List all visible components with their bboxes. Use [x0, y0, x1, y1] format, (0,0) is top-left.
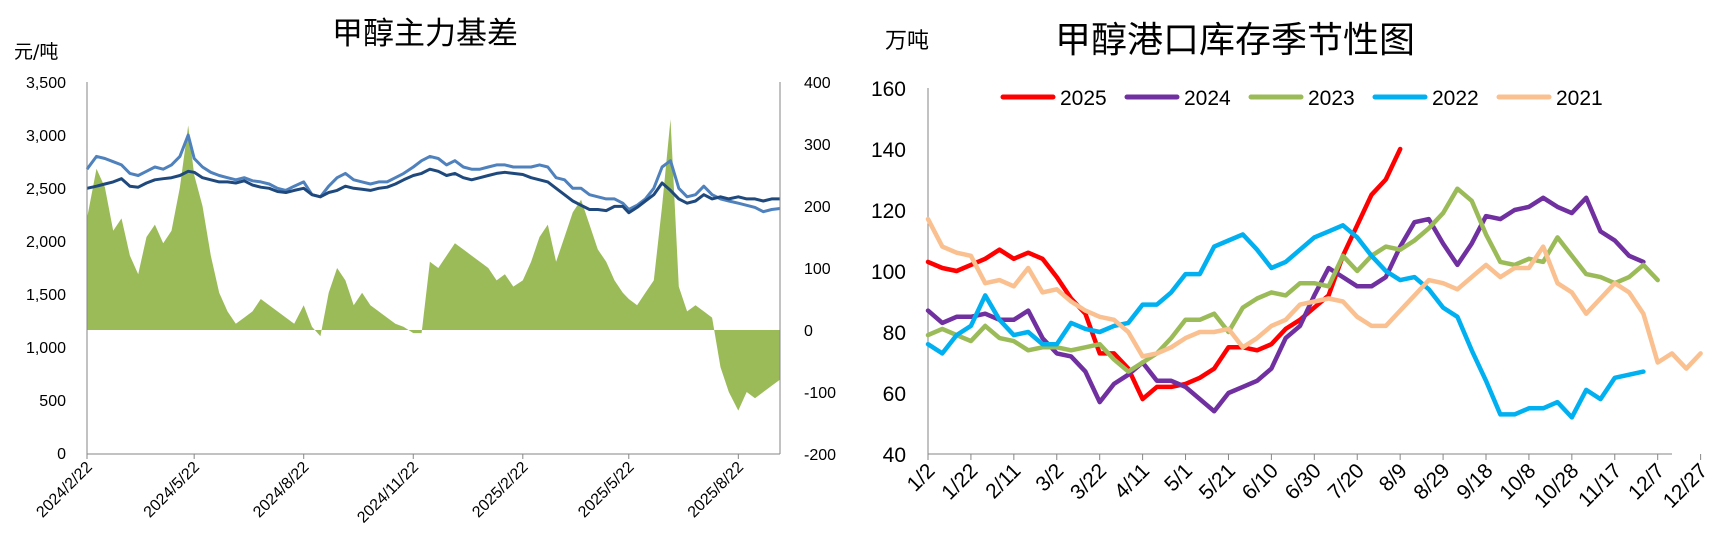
inventory-x-tick: 8/29 — [1409, 459, 1454, 504]
inventory-line-2021 — [925, 216, 1703, 371]
inventory-x-tick: 2/11 — [981, 459, 1025, 503]
basis-area — [87, 119, 780, 411]
basis-x-tick: 2024/11/22 — [354, 459, 422, 527]
basis-y-tick: 1,000 — [26, 340, 66, 357]
inventory-chart-title: 甲醇港口库存季节性图 — [1055, 20, 1415, 61]
basis-x-tick: 2024/2/22 — [33, 459, 95, 521]
basis-x-tick: 2025/5/22 — [575, 459, 637, 521]
inventory-x-tick: 12/27 — [1659, 459, 1711, 512]
inventory-x-tick: 3/2 — [1031, 459, 1068, 496]
basis-y2-tick: 300 — [804, 137, 831, 154]
basis-y2-tick: 200 — [804, 199, 831, 216]
legend-item-2021: 2021 — [1496, 87, 1603, 110]
basis-y2-tick-negative: -200 — [804, 447, 836, 464]
inventory-line-series — [925, 146, 1703, 420]
inventory-x-tick: 7/20 — [1324, 459, 1369, 504]
inventory-x-tick: 4/11 — [1110, 459, 1154, 503]
inventory-line-2025 — [925, 146, 1403, 402]
basis-y-tick: 2,500 — [26, 181, 66, 198]
legend-label-2025: 2025 — [1060, 87, 1107, 110]
price-line-1 — [85, 133, 781, 214]
inventory-y-tick: 100 — [871, 261, 906, 284]
inventory-y-tick: 60 — [883, 383, 906, 406]
inventory-line-2022 — [925, 223, 1646, 420]
legend-item-2025: 2025 — [1000, 87, 1107, 110]
basis-y-tick: 3,500 — [26, 75, 66, 92]
legend-item-2023: 2023 — [1248, 87, 1355, 110]
inventory-y-tick: 120 — [871, 200, 906, 223]
inventory-x-ticks: 1/21/222/11 3/23/224/11 5/15/216/106/307/2… — [903, 454, 1711, 513]
basis-x-tick: 2025/2/22 — [469, 459, 531, 521]
basis-y2-tick-negative: -100 — [804, 385, 836, 402]
inventory-y-axis-label: 万吨 — [885, 29, 929, 54]
basis-x-tick: 2024/5/22 — [141, 459, 203, 521]
inventory-legend: 2025 2024 2023 2022 2021 — [1000, 87, 1603, 110]
basis-chart-title: 甲醇主力基差 — [332, 16, 518, 52]
inventory-x-tick: 5/21 — [1195, 459, 1240, 504]
inventory-x-tick: 6/30 — [1281, 459, 1326, 504]
inventory-x-tick: 6/10 — [1238, 459, 1283, 504]
basis-y-tick: 3,000 — [26, 128, 66, 145]
inventory-y-tick: 40 — [883, 444, 906, 467]
inventory-x-tick: 11/17 — [1574, 459, 1626, 511]
legend-label-2024: 2024 — [1184, 87, 1231, 110]
inventory-x-tick: 1/2 — [903, 459, 940, 496]
legend-label-2022: 2022 — [1432, 87, 1479, 110]
inventory-x-tick: 3/22 — [1066, 459, 1111, 504]
inventory-y-tick: 140 — [871, 139, 906, 162]
legend-item-2022: 2022 — [1372, 87, 1479, 110]
legend-label-2021: 2021 — [1556, 87, 1603, 110]
basis-y2-tick: 400 — [804, 75, 831, 92]
basis-x-tick: 2025/8/22 — [685, 459, 747, 521]
legend-label-2023: 2023 — [1308, 87, 1355, 110]
basis-x-tick: 2024/8/22 — [250, 459, 312, 521]
basis-y-tick: 0 — [57, 446, 66, 463]
inventory-chart: 甲醇港口库存季节性图 万吨 160 140 120 100 80 60 40 1… — [871, 20, 1711, 513]
inventory-y-ticks: 160 140 120 100 80 60 40 — [871, 78, 906, 467]
basis-area-series — [87, 119, 780, 411]
basis-y2-tick: 100 — [804, 261, 831, 278]
basis-y-tick: 2,000 — [26, 234, 66, 251]
basis-right-ticks: 400 300 200 100 0 -100 -200 — [804, 75, 836, 464]
inventory-x-tick: 5/1 — [1160, 459, 1197, 496]
legend-item-2024: 2024 — [1124, 87, 1231, 110]
inventory-y-tick: 160 — [871, 78, 906, 101]
inventory-x-tick: 9/18 — [1452, 459, 1497, 504]
inventory-x-tick: 8/9 — [1375, 459, 1412, 496]
basis-y-axis-label: 元/吨 — [14, 41, 58, 63]
basis-y-tick: 500 — [39, 393, 66, 410]
price-line-series — [85, 133, 781, 215]
inventory-y-tick: 80 — [883, 322, 906, 345]
basis-y-tick: 1,500 — [26, 287, 66, 304]
inventory-x-tick: 10/28 — [1530, 459, 1583, 512]
basis-chart: 甲醇主力基差 元/吨 3,500 3,000 2,500 2,000 1,500… — [14, 16, 836, 527]
price-line-2 — [86, 167, 780, 215]
inventory-line-2024 — [925, 195, 1646, 414]
basis-y2-tick: 0 — [804, 323, 813, 340]
basis-left-ticks: 3,500 3,000 2,500 2,000 1,500 1,000 500 … — [26, 75, 66, 463]
inventory-x-tick: 1/22 — [937, 459, 982, 504]
basis-x-ticks: 2024/2/22 2024/5/22 2024/8/22 2024/11/22… — [33, 454, 747, 527]
